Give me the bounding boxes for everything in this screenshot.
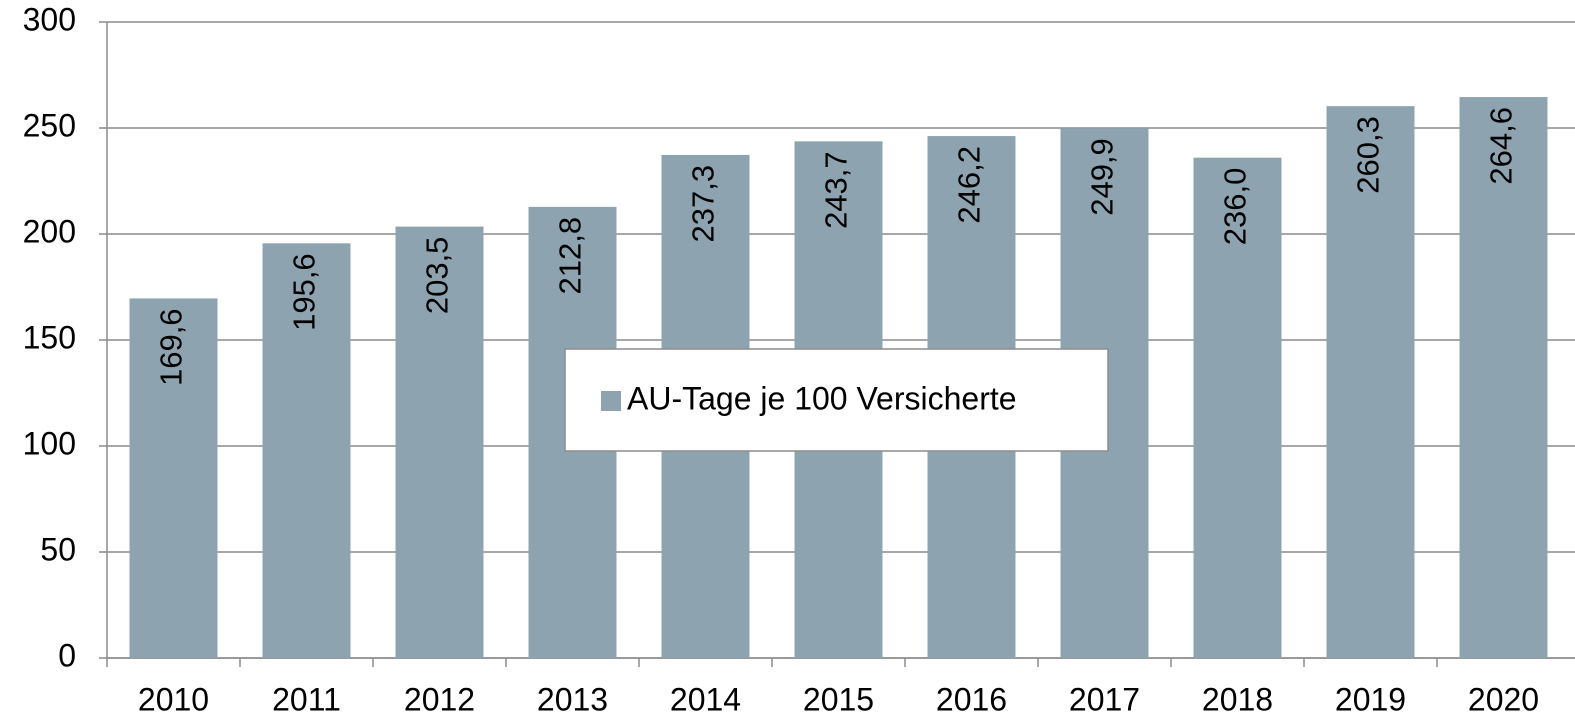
value-label: 236,0 xyxy=(1218,168,1253,246)
x-tick-label: 2016 xyxy=(936,681,1007,717)
value-label: 169,6 xyxy=(154,308,189,386)
value-label: 203,5 xyxy=(420,237,455,315)
bar xyxy=(262,243,351,658)
bar xyxy=(1326,106,1415,658)
y-tick-label: 250 xyxy=(23,107,76,143)
value-label: 264,6 xyxy=(1484,107,1519,185)
value-label: 212,8 xyxy=(553,217,588,295)
x-tick-label: 2015 xyxy=(803,681,874,717)
bar xyxy=(395,226,484,658)
value-label: 237,3 xyxy=(686,165,721,243)
bar xyxy=(1193,157,1282,658)
x-tick-label: 2020 xyxy=(1468,681,1539,717)
legend: AU-Tage je 100 Versicherte xyxy=(564,348,1109,452)
x-tick-label: 2013 xyxy=(537,681,608,717)
x-tick-label: 2010 xyxy=(138,681,209,717)
y-tick-label: 100 xyxy=(23,425,76,461)
legend-box xyxy=(564,348,1109,452)
y-tick-label: 0 xyxy=(58,637,76,673)
y-tick-label: 300 xyxy=(23,1,76,37)
value-label: 260,3 xyxy=(1351,116,1386,194)
value-label: 249,9 xyxy=(1085,138,1120,216)
value-label: 246,2 xyxy=(952,146,987,224)
y-tick-label: 150 xyxy=(23,319,76,355)
x-tick-label: 2018 xyxy=(1202,681,1273,717)
legend-swatch xyxy=(601,391,621,411)
y-tick-label: 200 xyxy=(23,213,76,249)
legend-label: AU-Tage je 100 Versicherte xyxy=(627,380,1017,416)
bar xyxy=(129,298,218,658)
value-label: 243,7 xyxy=(819,151,854,229)
x-tick-label: 2011 xyxy=(272,681,341,717)
value-label: 195,6 xyxy=(287,253,322,331)
x-tick-label: 2014 xyxy=(670,681,741,717)
y-tick-label: 50 xyxy=(40,531,76,567)
bar xyxy=(1459,97,1548,659)
x-tick-label: 2019 xyxy=(1335,681,1406,717)
x-tick-label: 2012 xyxy=(404,681,475,717)
x-tick-label: 2017 xyxy=(1069,681,1140,717)
